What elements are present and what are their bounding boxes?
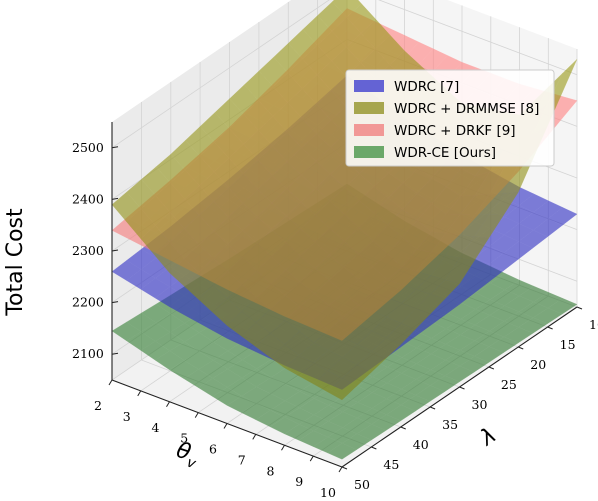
legend-swatch <box>354 146 384 158</box>
z-tick-label: 2200 <box>72 295 104 310</box>
x-tick-mark <box>166 401 170 408</box>
y-tick-mark <box>547 326 553 330</box>
y-tick-mark <box>518 346 524 350</box>
legend-swatch <box>354 80 384 92</box>
x-tick-mark <box>309 455 314 462</box>
z-tick-mark <box>111 352 119 355</box>
x-tick-label: 6 <box>209 442 217 457</box>
y-tick-label: 35 <box>442 417 458 432</box>
x-tick-label: 2 <box>94 398 102 413</box>
x-tick-labels: 2 3 4 5 6 7 8 9 10 <box>94 379 343 500</box>
z-axis-label: Total Cost <box>3 208 28 317</box>
surface-cell <box>327 443 358 460</box>
x-tick-mark <box>223 423 228 429</box>
legend-swatch <box>354 124 384 136</box>
z-tick-label: 2300 <box>72 243 104 258</box>
y-tick-label: 10 <box>589 317 598 332</box>
y-tick-mark <box>459 386 465 390</box>
y-tick-mark <box>429 406 436 410</box>
x-tick-label: 3 <box>123 409 131 424</box>
y-tick-label: 45 <box>383 457 399 472</box>
y-tick-labels: 10 15 20 25 30 35 40 45 50 <box>341 306 598 492</box>
x-tick-label: 5 <box>180 431 188 446</box>
x-tick-label: 7 <box>238 452 246 467</box>
y-tick-mark <box>341 466 348 470</box>
z-tick-mark <box>111 197 119 200</box>
z-tick-mark <box>111 301 119 304</box>
y-axis-label: λ <box>475 423 501 452</box>
y-tick-label: 15 <box>560 337 576 352</box>
x-tick-mark <box>338 466 343 473</box>
x-axis-label: θv <box>172 438 202 473</box>
x-tick-mark <box>194 412 199 418</box>
x-tick-label: 10 <box>320 485 336 500</box>
y-tick-mark <box>400 426 406 430</box>
z-tick-label: 2400 <box>72 191 104 206</box>
y-tick-label: 50 <box>354 477 370 492</box>
legend-frame <box>345 69 555 167</box>
x-tick-label: 8 <box>267 463 275 478</box>
z-tick-mark <box>111 146 119 149</box>
surfaces <box>111 0 578 460</box>
legend-label: WDR-CE [Ours] <box>394 145 496 161</box>
z-tick-label: 2100 <box>72 346 104 361</box>
x-tick-label: 4 <box>152 420 160 435</box>
z-tick-labels: 2100 2200 2300 2400 2500 <box>72 140 119 361</box>
legend: WDRC [7] WDRC + DRMMSE [8] WDRC + DRKF [9]… <box>345 69 555 167</box>
legend-swatch <box>354 102 384 114</box>
surface-cell <box>327 378 357 401</box>
x-tick-mark <box>108 379 113 386</box>
grid-line-z <box>111 0 578 149</box>
y-tick-mark <box>371 446 377 450</box>
x-tick-label: 9 <box>295 474 303 489</box>
x-tick-mark <box>137 390 142 397</box>
y-tick-label: 25 <box>501 377 517 392</box>
legend-label: WDRC + DRMMSE [8] <box>394 101 539 117</box>
y-tick-mark <box>576 306 583 310</box>
x-tick-mark <box>281 444 285 451</box>
legend-label: WDRC [7] <box>394 79 459 95</box>
z-tick-label: 2500 <box>72 140 104 155</box>
y-tick-mark <box>488 366 495 370</box>
x-tick-mark <box>252 434 257 440</box>
y-tick-label: 30 <box>472 397 488 412</box>
z-tick-mark <box>111 249 119 252</box>
y-tick-label: 20 <box>530 357 546 372</box>
legend-label: WDRC + DRKF [9] <box>394 123 516 139</box>
y-tick-label: 40 <box>413 437 429 452</box>
